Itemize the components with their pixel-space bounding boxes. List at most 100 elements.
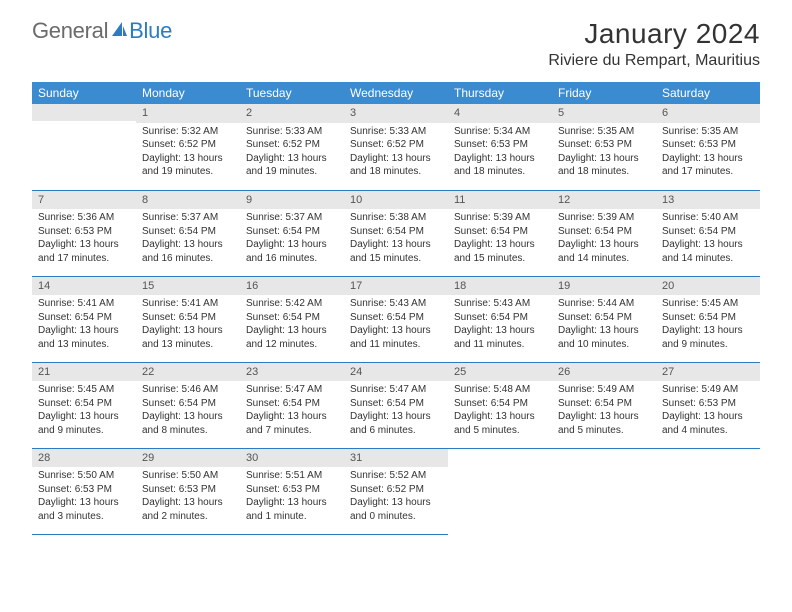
day-number: 14 <box>32 277 136 296</box>
day-cell: 8Sunrise: 5:37 AMSunset: 6:54 PMDaylight… <box>136 190 240 276</box>
day-details: Sunrise: 5:32 AMSunset: 6:52 PMDaylight:… <box>136 123 240 183</box>
empty-cell <box>552 448 656 534</box>
day-number: 24 <box>344 363 448 382</box>
day-details: Sunrise: 5:47 AMSunset: 6:54 PMDaylight:… <box>344 381 448 441</box>
logo-text-blue: Blue <box>129 18 172 44</box>
day-cell: 15Sunrise: 5:41 AMSunset: 6:54 PMDayligh… <box>136 276 240 362</box>
day-details: Sunrise: 5:40 AMSunset: 6:54 PMDaylight:… <box>656 209 760 269</box>
day-details: Sunrise: 5:41 AMSunset: 6:54 PMDaylight:… <box>32 295 136 355</box>
day-details: Sunrise: 5:51 AMSunset: 6:53 PMDaylight:… <box>240 467 344 527</box>
day-details: Sunrise: 5:37 AMSunset: 6:54 PMDaylight:… <box>240 209 344 269</box>
day-number: 11 <box>448 191 552 210</box>
day-cell: 28Sunrise: 5:50 AMSunset: 6:53 PMDayligh… <box>32 448 136 534</box>
day-cell: 9Sunrise: 5:37 AMSunset: 6:54 PMDaylight… <box>240 190 344 276</box>
day-number: 19 <box>552 277 656 296</box>
day-details: Sunrise: 5:39 AMSunset: 6:54 PMDaylight:… <box>552 209 656 269</box>
weekday-header: Tuesday <box>240 82 344 104</box>
day-cell: 21Sunrise: 5:45 AMSunset: 6:54 PMDayligh… <box>32 362 136 448</box>
empty-day-head <box>32 104 136 121</box>
day-details: Sunrise: 5:42 AMSunset: 6:54 PMDaylight:… <box>240 295 344 355</box>
day-cell: 5Sunrise: 5:35 AMSunset: 6:53 PMDaylight… <box>552 104 656 190</box>
day-number: 8 <box>136 191 240 210</box>
logo-text-general: General <box>32 18 108 44</box>
day-details: Sunrise: 5:34 AMSunset: 6:53 PMDaylight:… <box>448 123 552 183</box>
day-cell: 2Sunrise: 5:33 AMSunset: 6:52 PMDaylight… <box>240 104 344 190</box>
day-number: 31 <box>344 449 448 468</box>
calendar-row: 21Sunrise: 5:45 AMSunset: 6:54 PMDayligh… <box>32 362 760 448</box>
weekday-header: Wednesday <box>344 82 448 104</box>
day-details: Sunrise: 5:41 AMSunset: 6:54 PMDaylight:… <box>136 295 240 355</box>
day-details: Sunrise: 5:44 AMSunset: 6:54 PMDaylight:… <box>552 295 656 355</box>
calendar-row: 14Sunrise: 5:41 AMSunset: 6:54 PMDayligh… <box>32 276 760 362</box>
day-details: Sunrise: 5:49 AMSunset: 6:53 PMDaylight:… <box>656 381 760 441</box>
logo: General Blue <box>32 18 172 44</box>
day-cell: 14Sunrise: 5:41 AMSunset: 6:54 PMDayligh… <box>32 276 136 362</box>
location: Riviere du Rempart, Mauritius <box>548 52 760 70</box>
day-details: Sunrise: 5:50 AMSunset: 6:53 PMDaylight:… <box>32 467 136 527</box>
day-number: 10 <box>344 191 448 210</box>
empty-cell <box>32 104 136 190</box>
day-details: Sunrise: 5:43 AMSunset: 6:54 PMDaylight:… <box>344 295 448 355</box>
day-details: Sunrise: 5:33 AMSunset: 6:52 PMDaylight:… <box>240 123 344 183</box>
day-number: 23 <box>240 363 344 382</box>
day-cell: 29Sunrise: 5:50 AMSunset: 6:53 PMDayligh… <box>136 448 240 534</box>
logo-sail-icon <box>110 18 128 44</box>
day-details: Sunrise: 5:43 AMSunset: 6:54 PMDaylight:… <box>448 295 552 355</box>
calendar-row: 7Sunrise: 5:36 AMSunset: 6:53 PMDaylight… <box>32 190 760 276</box>
weekday-header-row: SundayMondayTuesdayWednesdayThursdayFrid… <box>32 82 760 104</box>
day-cell: 10Sunrise: 5:38 AMSunset: 6:54 PMDayligh… <box>344 190 448 276</box>
day-cell: 30Sunrise: 5:51 AMSunset: 6:53 PMDayligh… <box>240 448 344 534</box>
day-cell: 23Sunrise: 5:47 AMSunset: 6:54 PMDayligh… <box>240 362 344 448</box>
weekday-header: Sunday <box>32 82 136 104</box>
month-title: January 2024 <box>548 18 760 50</box>
day-cell: 11Sunrise: 5:39 AMSunset: 6:54 PMDayligh… <box>448 190 552 276</box>
day-number: 2 <box>240 104 344 123</box>
weekday-header: Saturday <box>656 82 760 104</box>
day-number: 1 <box>136 104 240 123</box>
day-cell: 13Sunrise: 5:40 AMSunset: 6:54 PMDayligh… <box>656 190 760 276</box>
day-details: Sunrise: 5:45 AMSunset: 6:54 PMDaylight:… <box>656 295 760 355</box>
day-cell: 18Sunrise: 5:43 AMSunset: 6:54 PMDayligh… <box>448 276 552 362</box>
day-cell: 3Sunrise: 5:33 AMSunset: 6:52 PMDaylight… <box>344 104 448 190</box>
weekday-header: Friday <box>552 82 656 104</box>
day-cell: 25Sunrise: 5:48 AMSunset: 6:54 PMDayligh… <box>448 362 552 448</box>
day-cell: 7Sunrise: 5:36 AMSunset: 6:53 PMDaylight… <box>32 190 136 276</box>
day-details: Sunrise: 5:49 AMSunset: 6:54 PMDaylight:… <box>552 381 656 441</box>
day-number: 3 <box>344 104 448 123</box>
day-number: 13 <box>656 191 760 210</box>
day-cell: 12Sunrise: 5:39 AMSunset: 6:54 PMDayligh… <box>552 190 656 276</box>
day-details: Sunrise: 5:52 AMSunset: 6:52 PMDaylight:… <box>344 467 448 527</box>
calendar-row: 28Sunrise: 5:50 AMSunset: 6:53 PMDayligh… <box>32 448 760 534</box>
day-cell: 22Sunrise: 5:46 AMSunset: 6:54 PMDayligh… <box>136 362 240 448</box>
day-number: 28 <box>32 449 136 468</box>
header: General Blue January 2024 Riviere du Rem… <box>0 0 792 76</box>
day-cell: 27Sunrise: 5:49 AMSunset: 6:53 PMDayligh… <box>656 362 760 448</box>
day-number: 22 <box>136 363 240 382</box>
day-cell: 20Sunrise: 5:45 AMSunset: 6:54 PMDayligh… <box>656 276 760 362</box>
day-cell: 24Sunrise: 5:47 AMSunset: 6:54 PMDayligh… <box>344 362 448 448</box>
day-details: Sunrise: 5:50 AMSunset: 6:53 PMDaylight:… <box>136 467 240 527</box>
day-number: 5 <box>552 104 656 123</box>
weekday-header: Thursday <box>448 82 552 104</box>
day-details: Sunrise: 5:45 AMSunset: 6:54 PMDaylight:… <box>32 381 136 441</box>
day-number: 20 <box>656 277 760 296</box>
calendar-table: SundayMondayTuesdayWednesdayThursdayFrid… <box>32 82 760 535</box>
day-number: 26 <box>552 363 656 382</box>
day-details: Sunrise: 5:47 AMSunset: 6:54 PMDaylight:… <box>240 381 344 441</box>
day-number: 12 <box>552 191 656 210</box>
day-details: Sunrise: 5:39 AMSunset: 6:54 PMDaylight:… <box>448 209 552 269</box>
day-number: 21 <box>32 363 136 382</box>
day-number: 30 <box>240 449 344 468</box>
empty-cell <box>656 448 760 534</box>
day-cell: 17Sunrise: 5:43 AMSunset: 6:54 PMDayligh… <box>344 276 448 362</box>
day-number: 6 <box>656 104 760 123</box>
day-number: 29 <box>136 449 240 468</box>
day-number: 27 <box>656 363 760 382</box>
day-number: 17 <box>344 277 448 296</box>
title-block: January 2024 Riviere du Rempart, Mauriti… <box>548 18 760 70</box>
day-number: 4 <box>448 104 552 123</box>
day-cell: 19Sunrise: 5:44 AMSunset: 6:54 PMDayligh… <box>552 276 656 362</box>
day-details: Sunrise: 5:37 AMSunset: 6:54 PMDaylight:… <box>136 209 240 269</box>
day-details: Sunrise: 5:33 AMSunset: 6:52 PMDaylight:… <box>344 123 448 183</box>
day-details: Sunrise: 5:48 AMSunset: 6:54 PMDaylight:… <box>448 381 552 441</box>
